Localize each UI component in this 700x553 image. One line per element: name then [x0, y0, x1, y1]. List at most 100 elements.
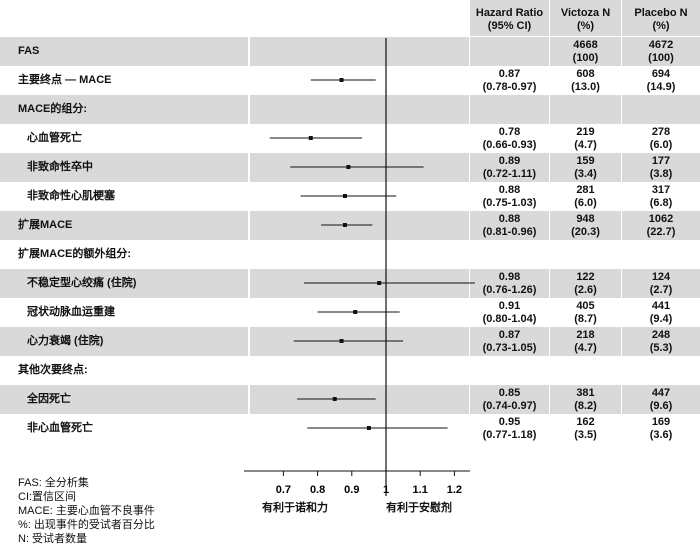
row-value-cell: [550, 95, 621, 124]
favor-right-label: 有利于安慰剂: [386, 502, 452, 514]
hazard-ratio-point: [339, 339, 344, 343]
hazard-ratio-point: [342, 194, 347, 198]
header-cell-hr: [470, 0, 549, 36]
x-tick-label: 0.8: [310, 484, 325, 496]
row-plot-band: [250, 95, 469, 124]
row-value-cell: [550, 153, 621, 182]
row-label: 其他次要终点:: [18, 364, 88, 376]
row-victoza-count: 159 (3.4): [574, 155, 597, 180]
row-value-cell: [470, 327, 549, 356]
row-value-cell: [470, 269, 549, 298]
row-label: 不稳定型心绞痛 (住院): [27, 277, 137, 289]
row-hr-text: 0.85 (0.74-0.97): [482, 387, 537, 412]
row-label-band: [0, 37, 248, 66]
row-hr-text: 0.87 (0.73-1.05): [482, 329, 537, 354]
row-victoza-count: 162 (3.5): [574, 416, 597, 441]
x-tick-label: 1: [383, 484, 389, 496]
row-victoza-count: 608 (13.0): [571, 68, 600, 93]
row-placebo-count: 317 (6.8): [649, 184, 673, 209]
row-value-cell: [622, 211, 700, 240]
row-label: 非心血管死亡: [27, 422, 93, 434]
row-label-band: [0, 211, 248, 240]
row-hr-text: 0.91 (0.80-1.04): [482, 300, 537, 325]
header-hazard-ratio: Hazard Ratio (95% CI): [475, 7, 544, 32]
footnote-percent: %: 出现事件的受试者百分比: [18, 519, 155, 531]
row-hr-text: 0.98 (0.76-1.26): [482, 271, 537, 296]
row-victoza-count: 405 (8.7): [574, 300, 597, 325]
row-value-cell: [550, 327, 621, 356]
row-label: FAS: [18, 45, 40, 57]
hazard-ratio-point: [339, 78, 344, 82]
row-victoza-count: 381 (8.2): [574, 387, 597, 412]
row-label-band: [0, 153, 248, 182]
row-value-cell: [622, 95, 700, 124]
row-placebo-count: 441 (9.4): [649, 300, 673, 325]
row-victoza-count: 4668 (100): [572, 39, 599, 64]
x-tick-label: 1.1: [413, 484, 428, 496]
row-victoza-count: 218 (4.7): [574, 329, 597, 354]
row-value-cell: [622, 153, 700, 182]
row-label: 非致命性心肌梗塞: [27, 190, 115, 202]
row-hr-text: 0.89 (0.72-1.11): [482, 155, 537, 180]
row-placebo-count: 248 (5.3): [649, 329, 673, 354]
row-hr-text: 0.87 (0.78-0.97): [482, 68, 537, 93]
row-label: 全因死亡: [27, 393, 71, 405]
row-label: 扩展MACE: [18, 219, 73, 231]
row-hr-text: 0.95 (0.77-1.18): [482, 416, 537, 441]
hazard-ratio-point: [332, 397, 337, 401]
x-tick-label: 1.2: [447, 484, 462, 496]
x-tick-label: 0.7: [276, 484, 291, 496]
row-label: 扩展MACE的额外组分:: [18, 248, 132, 260]
x-tick-label: 0.9: [344, 484, 359, 496]
row-value-cell: [550, 37, 621, 66]
hazard-ratio-point: [353, 310, 358, 314]
footnote-ci: CI:置信区间: [18, 491, 77, 503]
row-placebo-count: 177 (3.8): [649, 155, 673, 180]
row-label: 心力衰竭 (住院): [27, 335, 104, 347]
row-value-cell: [550, 269, 621, 298]
row-plot-band: [250, 37, 469, 66]
row-victoza-count: 281 (6.0): [574, 184, 597, 209]
row-label: 非致命性卒中: [27, 161, 93, 173]
row-hr-text: 0.88 (0.75-1.03): [482, 184, 537, 209]
row-value-cell: [622, 385, 700, 414]
row-value-cell: [470, 37, 549, 66]
hazard-ratio-point: [346, 165, 351, 169]
footnote-n: N: 受试者数量: [18, 533, 88, 545]
row-label-band: [0, 327, 248, 356]
row-label-band: [0, 95, 248, 124]
row-value-cell: [550, 385, 621, 414]
header-cell-victoza: [550, 0, 621, 36]
row-value-cell: [550, 211, 621, 240]
row-victoza-count: 122 (2.6): [574, 271, 597, 296]
header-placebo: Placebo N (%): [634, 7, 688, 32]
row-label-band: [0, 385, 248, 414]
row-value-cell: [470, 211, 549, 240]
hazard-ratio-point: [308, 136, 313, 140]
row-hr-text: 0.88 (0.81-0.96): [482, 213, 537, 238]
row-value-cell: [470, 385, 549, 414]
row-label: 心血管死亡: [27, 132, 82, 144]
row-value-cell: [470, 153, 549, 182]
footnote-mace: MACE: 主要心血管不良事件: [18, 505, 155, 517]
row-value-cell: [622, 327, 700, 356]
footnote-fas: FAS: 全分析集: [18, 477, 89, 489]
row-placebo-count: 4672 (100): [648, 39, 674, 64]
row-placebo-count: 694 (14.9): [646, 68, 676, 93]
row-value-cell: [622, 37, 700, 66]
row-hr-text: 0.78 (0.66-0.93): [482, 126, 537, 151]
row-value-cell: [622, 269, 700, 298]
row-label: 主要终点 — MACE: [18, 74, 112, 86]
row-label: 冠状动脉血运重建: [27, 306, 115, 318]
row-placebo-count: 1062 (22.7): [646, 213, 676, 238]
hazard-ratio-point: [377, 281, 382, 285]
hazard-ratio-point: [342, 223, 347, 227]
row-victoza-count: 219 (4.7): [574, 126, 597, 151]
favor-left-label: 有利于诺和力: [262, 502, 328, 514]
header-victoza: Victoza N (%): [560, 7, 611, 32]
row-placebo-count: 169 (3.6): [649, 416, 673, 441]
row-placebo-count: 124 (2.7): [649, 271, 673, 296]
row-placebo-count: 447 (9.6): [649, 387, 673, 412]
